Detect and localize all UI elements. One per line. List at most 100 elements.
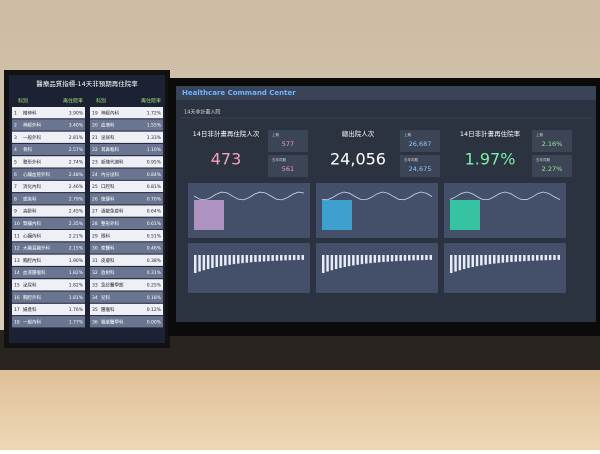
row-rank: 35 — [92, 307, 98, 313]
row-rank: 2 — [14, 123, 17, 129]
row-rate: 0.64% — [147, 209, 162, 215]
chart-bar — [377, 255, 381, 263]
chart-bar — [510, 255, 513, 262]
chart-bar — [458, 255, 462, 271]
row-rate: 0.81% — [147, 184, 162, 190]
chart-highlight — [450, 200, 480, 230]
chart-bar — [505, 255, 509, 263]
chart-bar — [360, 255, 364, 265]
row-rank: 4 — [14, 147, 17, 153]
chart-bar — [501, 255, 505, 263]
row-rate: 0.12% — [147, 307, 162, 313]
row — [12, 107, 85, 119]
row-dept: 心臟內科 — [23, 232, 41, 239]
row — [90, 131, 163, 143]
row-rate: 2.35% — [69, 221, 84, 227]
chart-bar — [454, 255, 457, 272]
row-dept: 整形外科 — [23, 159, 41, 166]
row-dept: 精神科 — [23, 109, 37, 116]
row-dept: 耳鼻喉科 — [101, 146, 119, 153]
header-cell: 科別 — [96, 98, 106, 105]
row-dept: 胸腔外科 — [23, 294, 41, 301]
row — [12, 168, 85, 180]
row — [90, 230, 163, 242]
chart-bar — [480, 255, 483, 266]
row-rate: 2.57% — [69, 147, 84, 153]
row-rate: 0.38% — [147, 258, 162, 264]
row-dept: 內分泌科 — [101, 171, 119, 178]
chart-bar — [339, 255, 342, 268]
row-dept: 婦產科 — [23, 306, 37, 313]
chart-panel — [188, 243, 310, 293]
row-rate: 0.46% — [147, 246, 162, 252]
chart-bar — [395, 255, 398, 262]
chart-bar — [288, 255, 292, 261]
row — [90, 156, 163, 168]
kpi-sub-label: 上期 — [272, 132, 280, 137]
row-rate: 1.10% — [147, 147, 162, 153]
row-dept: 整形外科 — [101, 220, 119, 227]
row-rank: 29 — [92, 233, 98, 239]
chart-bar — [330, 255, 334, 271]
chart-bar — [254, 255, 257, 262]
kpi-sub-value: 2.27% — [542, 165, 563, 173]
row-rate: 0.31% — [147, 270, 162, 276]
row-rank: 36 — [92, 319, 98, 325]
row-dept: 泌尿科 — [101, 134, 115, 141]
chart-bar — [548, 255, 552, 261]
row — [90, 143, 163, 156]
row-dept: 高齡科 — [23, 208, 37, 215]
row — [12, 242, 85, 254]
chart-bar — [386, 255, 389, 262]
chart-bar — [475, 255, 479, 267]
chart-bar — [347, 255, 351, 267]
chart-bar — [206, 255, 210, 270]
chart-bar — [527, 255, 530, 261]
chart-bar — [262, 255, 266, 262]
chart-bar — [544, 255, 548, 261]
row-rate: 1.77% — [69, 319, 84, 325]
chart-bar — [450, 255, 453, 273]
row-rank: 1 — [14, 110, 17, 116]
chart-bar — [462, 255, 466, 270]
row — [12, 303, 85, 316]
chart-bar — [399, 255, 402, 261]
row — [12, 205, 85, 217]
kpi-sub-label: 去年同期 — [536, 157, 550, 162]
chart-highlight — [194, 200, 224, 230]
row-rank: 5 — [14, 160, 17, 166]
row-dept: 皮膚科 — [101, 257, 115, 264]
row-rank: 10 — [14, 221, 20, 227]
row — [90, 254, 163, 266]
row — [12, 279, 85, 291]
chart-bar — [493, 255, 496, 264]
kpi-box — [532, 130, 572, 152]
chart-bar — [523, 255, 526, 262]
row-dept: 口腔科 — [101, 183, 115, 190]
row-dept: 泌尿科 — [23, 282, 37, 289]
dashboard-tab: 14天非計畫入院 — [184, 109, 220, 116]
row — [12, 119, 85, 131]
chart-bar — [488, 255, 492, 265]
row-rate: 0.95% — [147, 160, 162, 166]
chart-highlight — [322, 200, 352, 230]
kpi-sub-value: 2.16% — [542, 140, 563, 148]
kpi-label: 14日非計畫再住院率 — [460, 129, 521, 138]
chart-bar — [531, 255, 535, 261]
row — [12, 230, 85, 242]
row-dept: 消化內科 — [23, 183, 41, 190]
chart-bar — [237, 255, 240, 264]
kpi-label: 總出院人次 — [342, 129, 375, 138]
row-rank: 6 — [14, 172, 17, 178]
chart-bar — [390, 255, 394, 262]
header-cell: 科別 — [18, 98, 28, 105]
chart-bar — [241, 255, 244, 264]
kpi-box — [400, 130, 440, 152]
row — [90, 205, 163, 217]
row-rank: 17 — [14, 307, 20, 313]
row-dept: 眼科 — [101, 232, 110, 239]
chart-bar — [471, 255, 474, 268]
row-rank: 23 — [92, 160, 98, 166]
chart-bar — [297, 255, 300, 260]
kpi-box — [268, 155, 308, 177]
